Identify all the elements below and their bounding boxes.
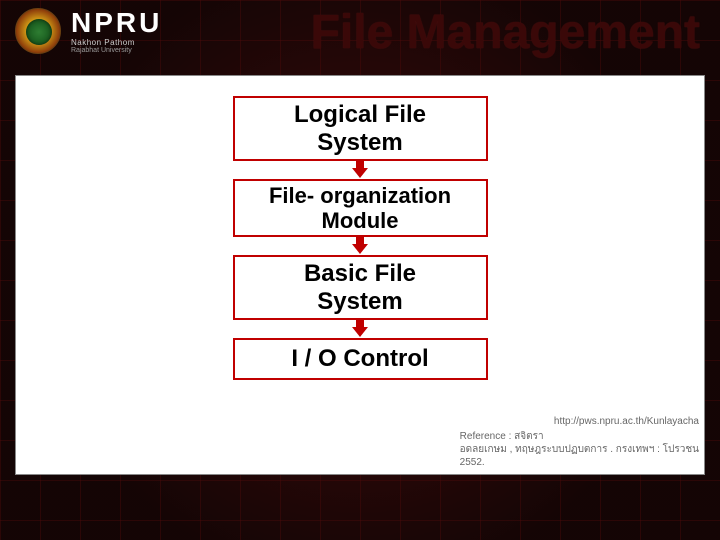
node-line: File- organization <box>269 183 451 208</box>
reference-line: Reference : สจิตรา <box>460 430 699 443</box>
emblem-ring <box>15 8 61 54</box>
node-line: System <box>317 129 402 157</box>
university-type: Rajabhat University <box>71 47 162 54</box>
content-panel: Logical File System File- organization M… <box>15 75 705 475</box>
reference-url: http://pws.npru.ac.th/Kunlayacha <box>460 415 699 428</box>
file-system-flowchart: Logical File System File- organization M… <box>16 76 704 380</box>
flowchart-node-io: I / O Control <box>233 338 488 380</box>
footer-references: http://pws.npru.ac.th/Kunlayacha Referen… <box>460 415 699 469</box>
node-line: System <box>317 288 402 316</box>
flowchart-arrow-icon <box>353 318 367 336</box>
flowchart-node-organization: File- organization Module <box>233 179 488 237</box>
flowchart-arrow-icon <box>353 159 367 177</box>
university-location: Nakhon Pathom <box>71 38 162 47</box>
node-line: Basic File <box>304 260 416 288</box>
emblem-center <box>26 19 52 45</box>
node-line: Logical File <box>294 101 426 129</box>
slide-title: File Management <box>311 5 700 60</box>
flowchart-arrow-icon <box>353 235 367 253</box>
flowchart-node-basic: Basic File System <box>233 255 488 320</box>
reference-line: อดลยเกษม , ทฤษฎระบบปฏบตการ . กรงเทพฯ : โ… <box>460 443 699 456</box>
reference-line: 2552. <box>460 456 699 469</box>
node-line: I / O Control <box>291 345 428 373</box>
university-name-block: NPRU Nakhon Pathom Rajabhat University <box>71 9 162 54</box>
flowchart-node-logical: Logical File System <box>233 96 488 161</box>
university-emblem <box>15 8 61 54</box>
node-line: Module <box>322 208 399 233</box>
university-acronym: NPRU <box>71 9 162 37</box>
